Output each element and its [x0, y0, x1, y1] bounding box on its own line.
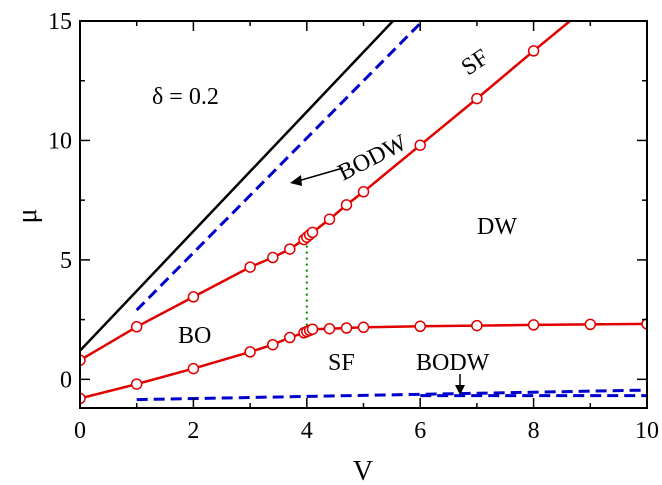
- arrowhead-bodw-bottom: [455, 385, 465, 395]
- series-line-2: [135, 21, 425, 312]
- y-tick-label: 0: [60, 367, 72, 393]
- arrow-bodw-top: [297, 167, 344, 182]
- x-tick-label: 2: [187, 418, 199, 444]
- annotation-bodw-top: BODW: [334, 130, 411, 187]
- x-tick-label: 6: [414, 418, 426, 444]
- series-line-3: [80, 21, 572, 362]
- arrowhead-bodw-top: [290, 175, 302, 186]
- annotation-dw: DW: [477, 214, 517, 240]
- data-point: [244, 261, 256, 273]
- x-tick-label: 0: [74, 418, 86, 444]
- data-point: [80, 392, 86, 405]
- data-point: [527, 45, 540, 57]
- data-point: [323, 213, 336, 226]
- data-point: [284, 331, 296, 344]
- y-tick-label: 10: [48, 128, 72, 154]
- data-point: [323, 322, 336, 335]
- data-point: [244, 346, 256, 358]
- data-point: [641, 318, 647, 330]
- tick-layer: 0 2 4 6 8 10 0 5 10 15: [48, 9, 659, 444]
- data-point: [267, 251, 279, 264]
- series-line-5: [136, 388, 647, 402]
- data-point: [340, 322, 353, 334]
- annotation-bodw-bottom: BODW: [416, 350, 490, 376]
- x-tick-label: 8: [528, 418, 540, 444]
- x-tick-label: 10: [635, 418, 659, 444]
- data-point: [584, 318, 597, 331]
- data-point: [284, 243, 296, 255]
- data-point: [187, 291, 200, 303]
- data-point: [527, 319, 540, 331]
- data-point: [471, 319, 483, 332]
- data-point: [306, 323, 319, 335]
- annotation-delta: δ = 0.2: [152, 84, 219, 110]
- x-tick-label: 4: [301, 418, 313, 444]
- y-tick-label: 15: [48, 9, 72, 35]
- annotation-bo: BO: [178, 323, 211, 349]
- data-point: [357, 321, 370, 334]
- annotation-sf-top: SF: [457, 44, 494, 80]
- data-point: [187, 362, 200, 375]
- data-point: [130, 378, 143, 390]
- data-point: [80, 354, 86, 366]
- data-point: [357, 186, 370, 198]
- series-line-1: [80, 21, 395, 352]
- y-tick-label: 5: [60, 248, 72, 274]
- data-point: [414, 139, 426, 151]
- annotation-sf-bottom: SF: [328, 350, 355, 376]
- series-line-4: [80, 322, 647, 400]
- y-axis-label: μ: [12, 208, 43, 223]
- data-point: [414, 320, 426, 333]
- data-point: [306, 226, 319, 239]
- x-axis-label: V: [353, 456, 373, 485]
- marker-layer: [80, 0, 647, 405]
- data-point: [471, 92, 483, 105]
- data-point: [267, 338, 279, 351]
- series-layer: [80, 21, 647, 402]
- data-point: [340, 199, 353, 211]
- data-point: [585, 0, 595, 9]
- data-point: [130, 321, 143, 333]
